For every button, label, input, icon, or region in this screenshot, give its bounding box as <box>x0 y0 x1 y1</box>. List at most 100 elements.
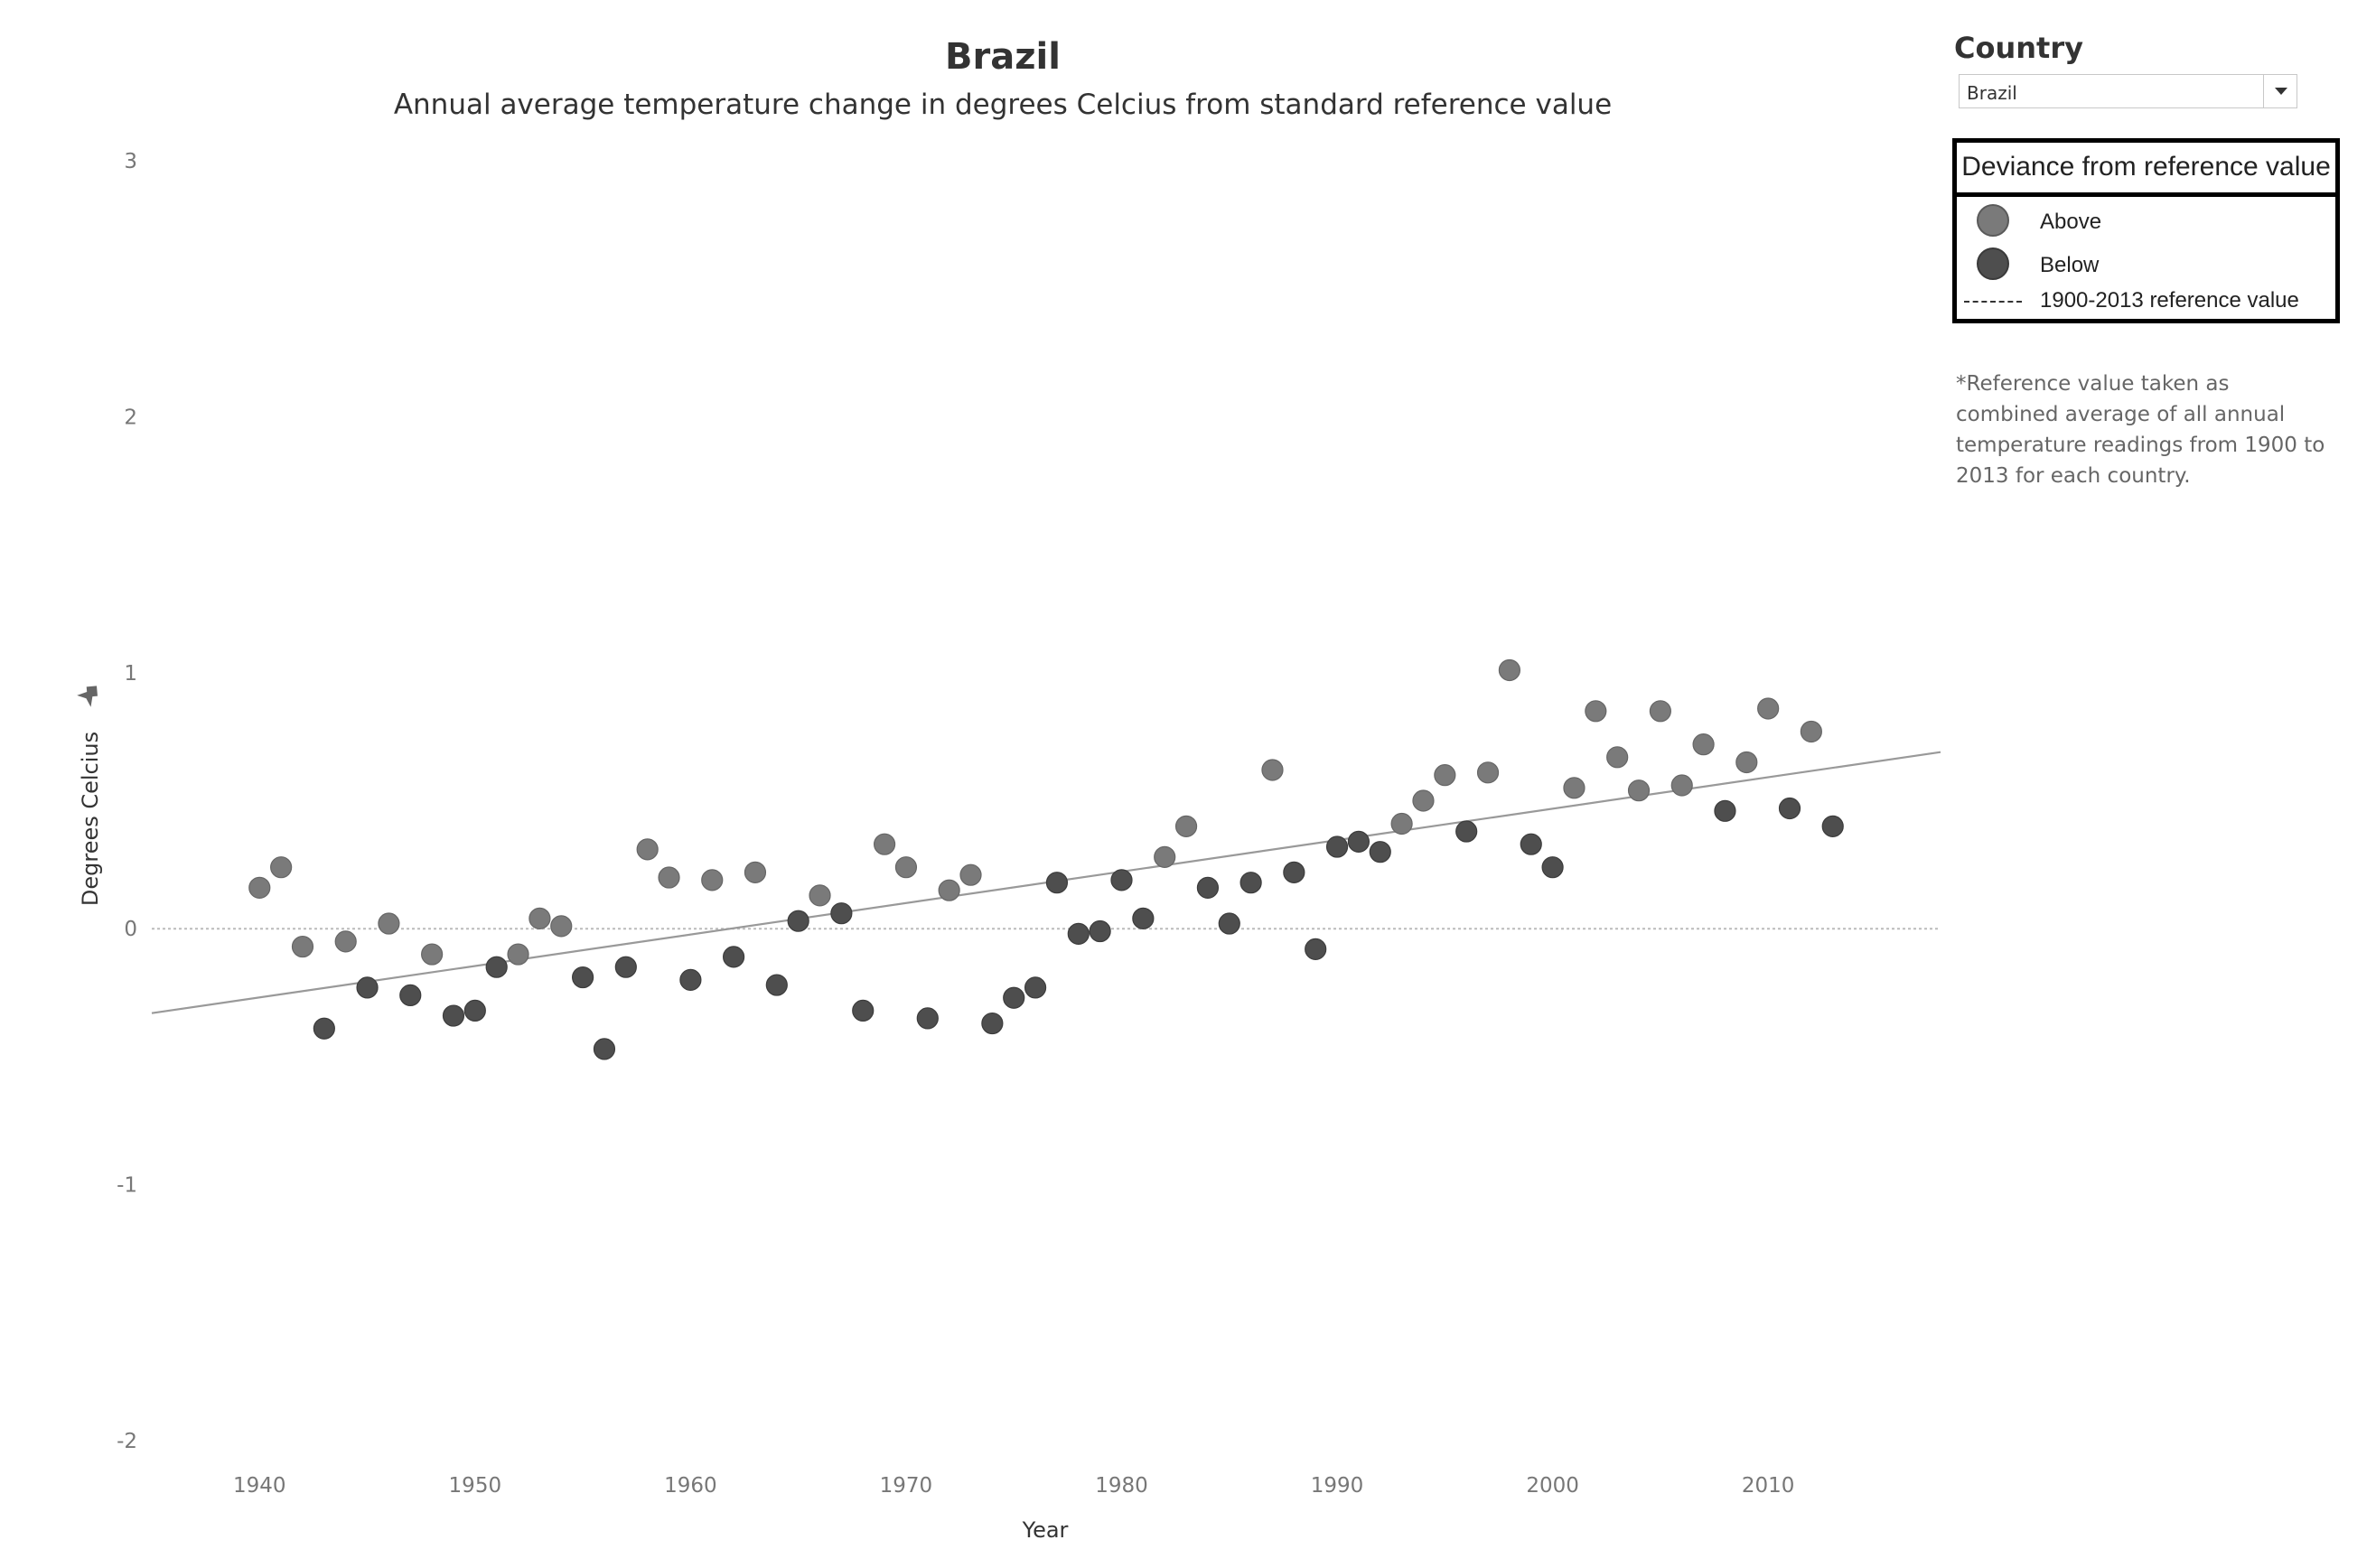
x-axis: 1940 1950 1960 1970 1980 1990 2000 2010 <box>233 1474 1794 1498</box>
data-point[interactable] <box>1585 700 1607 723</box>
country-dropdown-value: Brazil <box>1967 82 2017 104</box>
data-point[interactable] <box>1283 861 1305 883</box>
data-point[interactable] <box>1325 835 1349 858</box>
data-point[interactable] <box>1563 777 1586 799</box>
data-point[interactable] <box>701 869 724 891</box>
data-point[interactable] <box>809 884 831 907</box>
data-point[interactable] <box>1154 845 1176 868</box>
data-point[interactable] <box>1261 759 1284 781</box>
legend-title: Deviance from reference value <box>1957 143 2335 197</box>
data-point[interactable] <box>1390 812 1413 835</box>
data-point[interactable] <box>938 879 960 901</box>
data-point[interactable] <box>507 943 529 966</box>
data-point[interactable] <box>1778 797 1801 820</box>
data-point[interactable] <box>485 956 508 978</box>
y-axis: 3 2 1 0 -1 -2 <box>117 150 137 1453</box>
data-point[interactable] <box>1606 746 1629 769</box>
pin-icon[interactable] <box>77 680 103 707</box>
data-point[interactable] <box>1735 751 1758 774</box>
y-tick-label: 2 <box>124 406 137 429</box>
data-point[interactable] <box>248 876 271 899</box>
country-dropdown[interactable]: Brazil <box>1959 74 2297 108</box>
data-point[interactable] <box>313 1017 335 1040</box>
data-point[interactable] <box>852 999 875 1022</box>
data-point[interactable] <box>356 976 379 999</box>
x-tick-label: 2010 <box>1742 1474 1795 1498</box>
data-point[interactable] <box>1174 815 1198 837</box>
data-point[interactable] <box>1347 830 1370 853</box>
data-point[interactable] <box>1024 976 1047 999</box>
data-point[interactable] <box>722 946 745 968</box>
data-point[interactable] <box>1520 833 1542 855</box>
data-point[interactable] <box>1692 733 1715 756</box>
country-filter-label: Country <box>1954 31 2083 65</box>
legend-item-above[interactable]: Above <box>1957 202 2335 238</box>
data-point[interactable] <box>1455 820 1478 843</box>
data-point[interactable] <box>1132 907 1155 929</box>
data-point[interactable] <box>1498 658 1520 682</box>
data-point[interactable] <box>765 974 788 996</box>
data-point[interactable] <box>658 866 680 889</box>
legend-label-below: Below <box>2040 253 2100 277</box>
legend-item-reference[interactable]: 1900-2013 reference value <box>1957 283 2335 319</box>
data-point[interactable] <box>1089 919 1111 943</box>
data-point[interactable] <box>529 907 551 929</box>
data-point[interactable] <box>614 956 637 978</box>
data-point[interactable] <box>593 1038 616 1060</box>
data-point[interactable] <box>1434 764 1456 787</box>
data-point[interactable] <box>1305 938 1327 960</box>
data-point[interactable] <box>1239 872 1262 894</box>
y-tick-label: -1 <box>117 1174 137 1198</box>
data-points <box>248 658 1844 1060</box>
data-point[interactable] <box>1714 799 1736 822</box>
data-point[interactable] <box>463 999 486 1022</box>
data-point[interactable] <box>1110 869 1133 891</box>
data-point[interactable] <box>679 968 702 991</box>
chevron-down-icon[interactable] <box>2263 75 2296 107</box>
data-point[interactable] <box>399 984 422 1006</box>
chart-area: 3 2 1 0 -1 -2 1940 1950 1960 1970 1980 1990 2000 201… <box>77 150 1941 1543</box>
data-point[interactable] <box>1218 912 1240 935</box>
data-point[interactable] <box>442 1004 465 1027</box>
data-point[interactable] <box>636 838 659 861</box>
data-point[interactable] <box>1045 872 1069 894</box>
data-point[interactable] <box>830 902 853 925</box>
data-point[interactable] <box>873 833 896 855</box>
data-point[interactable] <box>270 856 293 879</box>
data-point[interactable] <box>421 943 444 966</box>
data-point[interactable] <box>1369 841 1391 863</box>
data-point[interactable] <box>1649 700 1671 723</box>
data-point[interactable] <box>1067 922 1090 945</box>
data-point[interactable] <box>334 930 357 953</box>
dashed-line-icon <box>1964 301 2022 303</box>
data-point[interactable] <box>1412 789 1435 812</box>
y-tick-label: 3 <box>124 150 137 173</box>
data-point[interactable] <box>378 912 400 935</box>
data-point[interactable] <box>1196 876 1220 899</box>
data-point[interactable] <box>1800 720 1822 743</box>
data-point[interactable] <box>572 966 594 989</box>
chart-title: Brazil <box>945 36 1061 78</box>
data-point[interactable] <box>291 935 314 958</box>
data-point[interactable] <box>744 861 767 883</box>
legend: Deviance from reference value Above Belo… <box>1952 138 2340 323</box>
y-tick-label: -2 <box>117 1430 137 1453</box>
above-marker-icon <box>1977 204 2009 237</box>
x-tick-label: 2000 <box>1526 1474 1579 1498</box>
data-point[interactable] <box>1541 856 1564 879</box>
data-point[interactable] <box>1003 986 1025 1009</box>
y-tick-label: 1 <box>124 662 137 686</box>
data-point[interactable] <box>916 1007 939 1030</box>
data-point[interactable] <box>787 910 809 932</box>
data-point[interactable] <box>959 863 982 886</box>
data-point[interactable] <box>981 1012 1004 1035</box>
y-axis-title: Degrees Celcius <box>78 732 103 906</box>
legend-item-below[interactable]: Below <box>1957 246 2335 282</box>
data-point[interactable] <box>1821 815 1844 837</box>
data-point[interactable] <box>1757 697 1780 720</box>
data-point[interactable] <box>1627 779 1651 802</box>
data-point[interactable] <box>550 915 573 938</box>
data-point[interactable] <box>894 856 918 879</box>
data-point[interactable] <box>1476 761 1500 784</box>
data-point[interactable] <box>1670 774 1693 797</box>
